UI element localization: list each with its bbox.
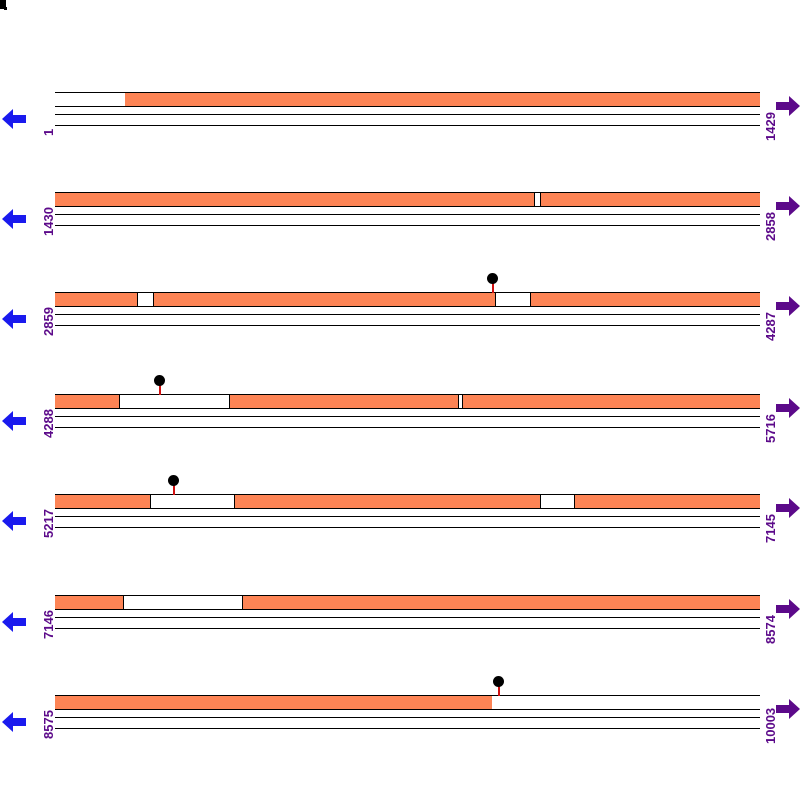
baseline-rule	[55, 527, 760, 528]
row-start-coordinate: 7146	[41, 610, 56, 639]
baseline-rule	[55, 427, 760, 428]
feature-segment	[243, 596, 760, 609]
arrow-left-icon[interactable]	[2, 206, 26, 232]
baseline-rule	[55, 325, 760, 326]
baseline-rule	[55, 114, 760, 115]
feature-segment	[463, 395, 760, 408]
feature-track[interactable]	[55, 695, 760, 710]
pin-head	[154, 375, 165, 386]
arrow-left-icon[interactable]	[2, 609, 26, 635]
row-end-coordinate: 2858	[763, 212, 778, 241]
pin-marker-icon[interactable]	[168, 475, 180, 497]
feature-track[interactable]	[55, 494, 760, 509]
feature-track[interactable]	[55, 92, 760, 107]
row-start-coordinate: 4288	[41, 409, 56, 438]
gap-segment	[150, 495, 235, 508]
gap-segment	[540, 495, 575, 508]
arrow-right-icon[interactable]	[776, 193, 800, 219]
arrow-left-icon[interactable]	[2, 306, 26, 332]
feature-segment	[55, 696, 492, 709]
baseline-rule	[55, 125, 760, 126]
feature-track[interactable]	[55, 292, 760, 307]
baseline-rule	[55, 416, 760, 417]
baseline-rule	[55, 516, 760, 517]
baseline-rule	[55, 628, 760, 629]
arrow-left-icon[interactable]	[2, 408, 26, 434]
arrow-right-icon[interactable]	[776, 293, 800, 319]
pin-stem	[498, 684, 500, 696]
feature-segment	[235, 495, 540, 508]
baseline-rule	[55, 225, 760, 226]
row-end-coordinate: 5716	[763, 414, 778, 443]
corner-artifact	[0, 0, 7, 10]
arrow-right-icon[interactable]	[776, 395, 800, 421]
feature-track[interactable]	[55, 192, 760, 207]
gap-segment	[55, 93, 125, 106]
arrow-left-icon[interactable]	[2, 709, 26, 735]
feature-segment	[55, 395, 119, 408]
feature-segment	[55, 293, 137, 306]
feature-segment	[55, 495, 150, 508]
feature-segment	[55, 596, 123, 609]
baseline-rule	[55, 717, 760, 718]
gap-segment	[123, 596, 243, 609]
gap-segment	[492, 696, 760, 709]
row-start-coordinate: 1430	[41, 207, 56, 236]
feature-track[interactable]	[55, 595, 760, 610]
pin-head	[493, 676, 504, 687]
pin-stem	[173, 483, 175, 495]
feature-segment	[125, 93, 760, 106]
row-end-coordinate: 4287	[763, 312, 778, 341]
pin-marker-icon[interactable]	[487, 273, 499, 295]
feature-segment	[154, 293, 495, 306]
arrow-right-icon[interactable]	[776, 495, 800, 521]
feature-segment	[531, 293, 760, 306]
row-start-coordinate: 1	[41, 128, 56, 136]
baseline-rule	[55, 617, 760, 618]
pin-head	[168, 475, 179, 486]
pin-marker-icon[interactable]	[493, 676, 505, 698]
row-end-coordinate: 7145	[763, 514, 778, 543]
feature-track[interactable]	[55, 394, 760, 409]
row-start-coordinate: 8575	[41, 710, 56, 739]
row-end-coordinate: 8574	[763, 615, 778, 644]
gap-segment	[137, 293, 154, 306]
gap-segment	[495, 293, 531, 306]
gap-segment	[119, 395, 230, 408]
pin-stem	[492, 281, 494, 293]
arrow-left-icon[interactable]	[2, 106, 26, 132]
baseline-rule	[55, 314, 760, 315]
row-start-coordinate: 5217	[41, 509, 56, 538]
gap-segment	[534, 193, 541, 206]
feature-segment	[55, 193, 534, 206]
row-start-coordinate: 2859	[41, 307, 56, 336]
baseline-rule	[55, 214, 760, 215]
pin-marker-icon[interactable]	[154, 375, 166, 397]
row-end-coordinate: 1429	[763, 112, 778, 141]
row-end-coordinate: 10003	[763, 707, 778, 744]
baseline-rule	[55, 728, 760, 729]
pin-stem	[159, 383, 161, 395]
gap-segment	[458, 395, 463, 408]
feature-segment	[541, 193, 760, 206]
arrow-right-icon[interactable]	[776, 696, 800, 722]
pin-head	[487, 273, 498, 284]
arrow-right-icon[interactable]	[776, 93, 800, 119]
feature-segment	[575, 495, 760, 508]
arrow-left-icon[interactable]	[2, 508, 26, 534]
feature-segment	[230, 395, 458, 408]
arrow-right-icon[interactable]	[776, 596, 800, 622]
